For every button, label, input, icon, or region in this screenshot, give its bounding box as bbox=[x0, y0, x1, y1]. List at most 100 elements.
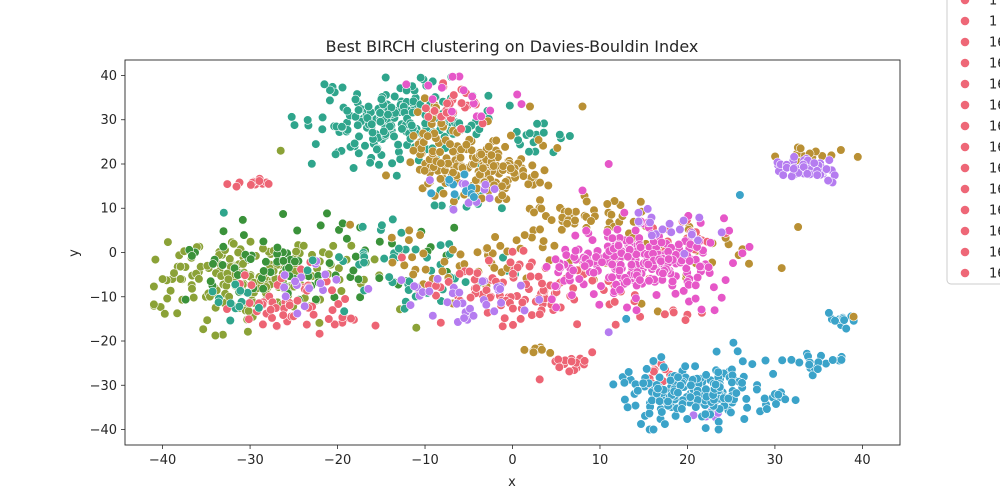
scatter-point bbox=[485, 193, 495, 203]
scatter-point bbox=[771, 399, 781, 409]
scatter-point bbox=[823, 176, 833, 186]
scatter-point bbox=[789, 152, 799, 162]
scatter-point bbox=[198, 324, 208, 334]
scatter-point bbox=[496, 298, 506, 308]
legend-marker bbox=[960, 79, 970, 89]
scatter-point bbox=[535, 178, 545, 188]
scatter-point bbox=[244, 314, 254, 324]
scatter-point bbox=[455, 249, 466, 259]
scatter-point bbox=[259, 266, 269, 276]
x-tick-label: 30 bbox=[767, 453, 784, 468]
x-tick-label: −20 bbox=[324, 453, 351, 468]
scatter-point bbox=[731, 388, 741, 398]
scatter-point bbox=[218, 226, 229, 236]
scatter-point bbox=[399, 260, 409, 270]
scatter-point bbox=[808, 370, 818, 380]
scatter-point bbox=[353, 274, 364, 284]
y-tick-label: 0 bbox=[109, 246, 117, 261]
scatter-point bbox=[408, 146, 419, 156]
scatter-point bbox=[596, 281, 606, 291]
y-tick-label: 10 bbox=[100, 202, 117, 217]
scatter-point bbox=[308, 255, 318, 265]
scatter-point bbox=[802, 169, 812, 179]
scatter-point bbox=[374, 160, 384, 170]
y-tick-label: −30 bbox=[90, 379, 117, 394]
scatter-point bbox=[630, 401, 641, 411]
scatter-point bbox=[464, 198, 474, 208]
scatter-point bbox=[500, 313, 510, 323]
scatter-point bbox=[448, 168, 458, 178]
scatter-point bbox=[701, 423, 711, 433]
scatter-point bbox=[594, 300, 604, 310]
scatter-point bbox=[299, 241, 309, 251]
scatter-point bbox=[169, 268, 179, 278]
scatter-point bbox=[254, 176, 264, 186]
scatter-point bbox=[545, 348, 555, 358]
scatter-point bbox=[498, 321, 508, 331]
scatter-point bbox=[543, 180, 553, 191]
scatter-point bbox=[574, 274, 584, 284]
y-tick-label: 20 bbox=[100, 157, 117, 172]
y-tick-label: 40 bbox=[100, 69, 117, 84]
scatter-point bbox=[682, 414, 692, 424]
legend-marker bbox=[960, 247, 970, 257]
scatter-point bbox=[456, 124, 466, 134]
scatter-point bbox=[325, 95, 335, 105]
scatter-point bbox=[506, 163, 516, 173]
scatter-point bbox=[246, 254, 256, 264]
scatter-point bbox=[365, 158, 375, 168]
scatter-point bbox=[726, 407, 736, 418]
scatter-point bbox=[687, 230, 697, 240]
scatter-point bbox=[240, 270, 250, 280]
x-tick-label: −30 bbox=[236, 453, 263, 468]
legend-marker bbox=[960, 58, 970, 68]
scatter-point bbox=[325, 85, 335, 95]
scatter-point bbox=[327, 305, 338, 315]
y-tick-label: −40 bbox=[90, 423, 117, 438]
scatter-point bbox=[478, 163, 488, 173]
scatter-point bbox=[621, 314, 631, 324]
scatter-point bbox=[489, 306, 499, 316]
scatter-point bbox=[315, 278, 326, 289]
scatter-point bbox=[387, 257, 398, 268]
scatter-point bbox=[773, 390, 783, 400]
scatter-point bbox=[577, 185, 588, 196]
scatter-point bbox=[511, 235, 522, 245]
scatter-point bbox=[435, 174, 446, 184]
scatter-point bbox=[489, 161, 499, 171]
scatter-point bbox=[516, 99, 527, 109]
scatter-point bbox=[532, 119, 542, 129]
scatter-point bbox=[656, 256, 666, 266]
scatter-point bbox=[622, 402, 633, 412]
scatter-point bbox=[636, 197, 646, 207]
scatter-point bbox=[346, 241, 356, 251]
scatter-point bbox=[530, 170, 540, 180]
scatter-point bbox=[194, 274, 204, 284]
scatter-point bbox=[572, 319, 582, 329]
scatter-point bbox=[238, 215, 248, 225]
scatter-point bbox=[431, 291, 441, 301]
scatter-point bbox=[787, 171, 797, 181]
scatter-point bbox=[459, 313, 469, 323]
scatter-point bbox=[423, 131, 433, 141]
scatter-point bbox=[633, 216, 644, 227]
scatter-point bbox=[550, 254, 561, 264]
scatter-point bbox=[459, 85, 469, 95]
scatter-point bbox=[428, 94, 438, 104]
scatter-point bbox=[387, 158, 397, 168]
scatter-point bbox=[506, 131, 516, 141]
scatter-point bbox=[175, 274, 186, 284]
scatter-point bbox=[397, 124, 407, 134]
scatter-point bbox=[408, 269, 418, 280]
legend-marker bbox=[960, 100, 970, 110]
scatter-point bbox=[449, 90, 459, 100]
scatter-point bbox=[424, 286, 434, 297]
scatter-point bbox=[292, 225, 302, 236]
scatter-point bbox=[223, 274, 233, 284]
scatter-point bbox=[307, 159, 317, 169]
scatter-point bbox=[705, 238, 716, 248]
scatter-point bbox=[442, 98, 452, 108]
scatter-point bbox=[229, 239, 239, 249]
scatter-point bbox=[690, 294, 701, 304]
scatter-point bbox=[529, 207, 539, 217]
